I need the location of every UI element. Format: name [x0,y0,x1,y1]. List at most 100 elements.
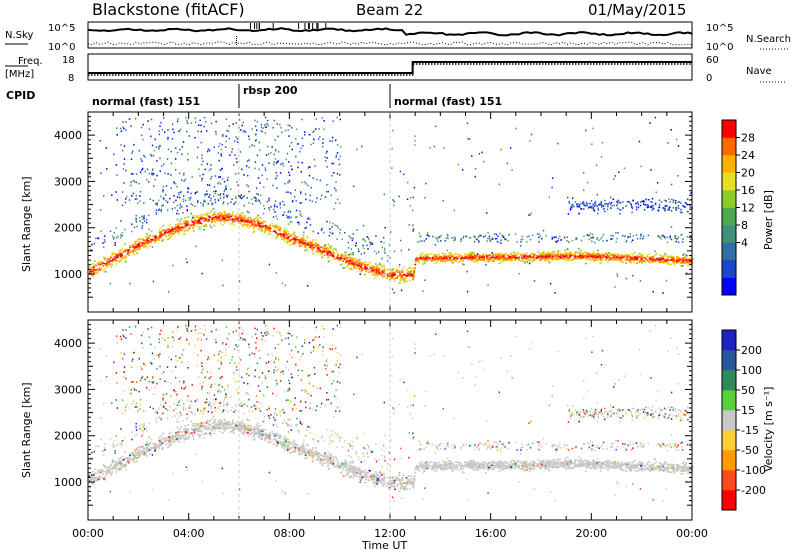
power-cell [183,201,184,203]
power-cell [674,264,676,266]
power-cell [367,248,368,250]
power-cell [255,140,256,142]
power-cell [351,264,353,266]
power-cell [106,168,107,170]
power-cell [123,182,124,184]
power-cell [597,257,599,259]
power-cell [111,263,113,265]
velocity-cell [397,480,399,482]
power-cell [433,259,435,261]
velocity-cell [487,469,489,471]
power-cell [312,250,314,252]
power-cell [178,192,179,194]
power-cell [257,155,258,157]
power-cell [434,146,435,148]
freq-right-label: Nave [746,66,772,77]
velocity-cell [198,423,200,425]
power-cell [644,261,646,263]
velocity-cell [206,422,208,424]
power-cell [156,213,157,215]
power-cell [172,229,174,231]
power-cell [578,248,579,250]
freq-left-tick-bottom: 8 [68,73,74,84]
power-cell [412,210,413,212]
power-cell [577,258,579,260]
power-cell [219,211,221,213]
power-cell [104,235,105,237]
power-cell [586,205,587,207]
power-cell [102,242,103,244]
power-cell [392,289,393,291]
power-cell [169,198,170,200]
power-cell [284,238,286,240]
power-cell [537,256,539,258]
power-cell [442,253,444,255]
power-cell [499,263,501,265]
power-cell [628,256,630,258]
power-cell [279,124,280,126]
power-cell [134,242,136,244]
power-cell [683,253,684,255]
power-cell [191,220,193,222]
power-cell [573,206,574,208]
velocity-cell [125,469,127,471]
power-cell [673,199,674,201]
power-cell [141,216,142,218]
power-cell [478,240,479,242]
power-cell [123,168,124,170]
power-cell [227,196,228,198]
power-cell [530,213,531,215]
power-cell [558,256,560,258]
power-cell [309,134,310,136]
power-cell [546,235,547,237]
power-cell [432,261,434,263]
power-cell [330,254,332,256]
velocity-cell [332,458,334,460]
power-cell [99,262,101,264]
power-cell [316,179,317,181]
power-cell [371,266,373,268]
power-cell [590,233,591,235]
power-cell [191,122,192,124]
power-cell [285,285,286,287]
velocity-cell [134,458,136,460]
power-cell [222,178,223,180]
power-cell [313,231,314,233]
power-cell [581,240,582,242]
power-cell [613,205,614,207]
power-cell [139,217,140,219]
power-cell [401,290,402,292]
power-cell [546,252,548,254]
power-cell [232,215,234,217]
power-cell [335,249,337,251]
power-cell [528,236,529,238]
power-cell [163,164,164,166]
power-cell [664,253,666,255]
power-cell [317,244,319,246]
power-cell [399,275,401,277]
power-cell [552,255,554,257]
power-cell [455,254,457,256]
power-cell [207,220,209,222]
velocity-cell [103,478,105,480]
power-cell [339,174,340,176]
power-cell [165,236,167,238]
power-cell [192,227,194,229]
power-cell [362,245,363,247]
power-cell [650,206,651,208]
power-cell [167,173,168,175]
power-cell [610,238,611,240]
power-cell [267,226,269,228]
power-cell [429,258,431,260]
power-cell [97,262,99,264]
power-cell [386,278,388,280]
power-cell [355,261,357,263]
power-cell [226,119,227,121]
power-cell [287,241,289,243]
power-cell [183,227,185,229]
power-cell [417,258,419,260]
power-cell [108,261,110,263]
power-cell [510,147,511,149]
power-cell [640,236,641,238]
power-cell [437,241,438,243]
